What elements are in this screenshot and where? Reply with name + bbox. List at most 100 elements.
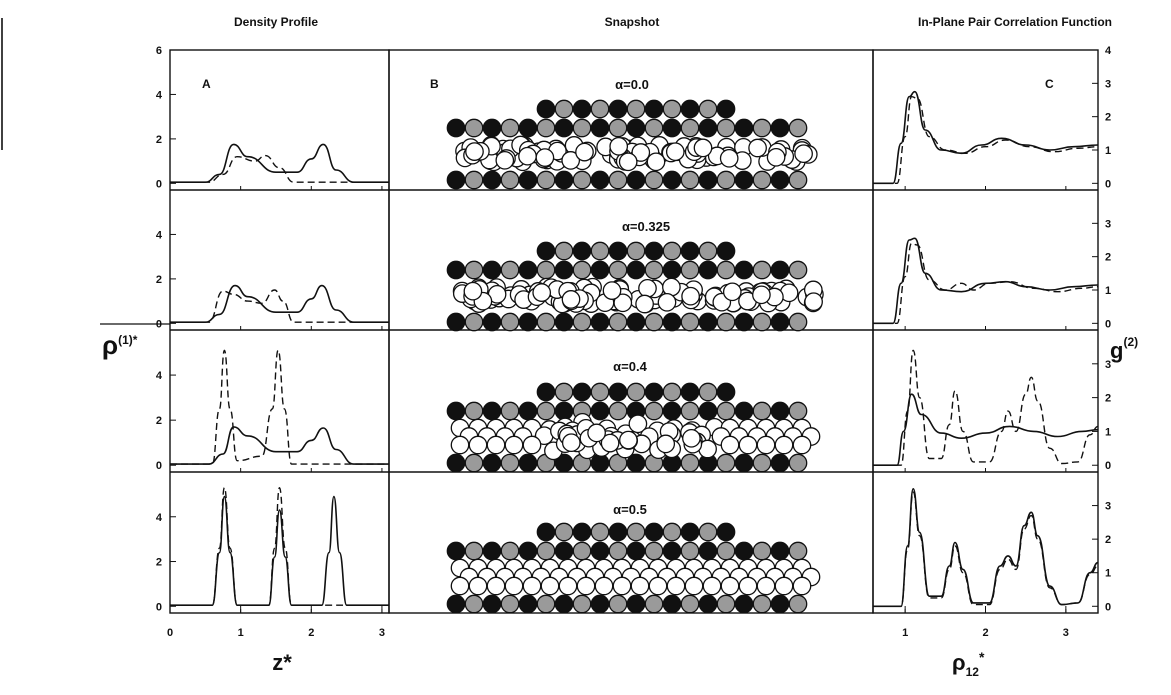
snapshot-row2-wall-atom xyxy=(482,312,502,332)
snapshot-row4-wall-atom xyxy=(716,541,736,561)
snapshot-row2-wall-atom xyxy=(518,260,538,280)
snapshot-row4-wall-atom xyxy=(554,594,574,614)
snapshot-row4-wall-atom xyxy=(572,541,592,561)
density-row4-dashed-curve xyxy=(170,486,389,606)
snapshot-row1-fluid-atom xyxy=(495,150,515,170)
snapshot-row4-wall-atom xyxy=(590,541,610,561)
snapshot-row4-wall-atom xyxy=(680,541,700,561)
gofr-row1-y-tick-label-4: 4 xyxy=(1105,45,1112,57)
density-row3-y-tick-label-2: 4 xyxy=(156,370,163,382)
snapshot-row3-wall-atom xyxy=(770,453,790,473)
right-x-axis-subscript: 12 xyxy=(966,665,980,679)
snapshot-row3-fluid-atom xyxy=(561,433,581,453)
snapshot-row3-wall-atom xyxy=(734,401,754,421)
snapshot-row1-wall-atom xyxy=(554,118,574,138)
gofr-row4-y-tick-label-0: 0 xyxy=(1105,601,1111,613)
snapshot-row2-fluid-atom xyxy=(752,285,771,305)
snapshot-row3-wall-atom xyxy=(554,401,574,421)
snapshot-row4-wall-atom xyxy=(446,541,466,561)
snapshot-row4-wall-atom xyxy=(608,594,628,614)
snapshot-row4-fluid-atom xyxy=(738,576,758,596)
snapshot-row2-step-atom xyxy=(590,241,610,261)
snapshot-row2-fluid-atom xyxy=(681,286,700,306)
density-row3-y-tick-label-1: 2 xyxy=(156,415,162,427)
snapshot-row1-step-atom xyxy=(572,99,592,119)
snapshot-row4-wall-atom xyxy=(572,594,592,614)
snapshot-row1-step-atom xyxy=(698,99,718,119)
snapshot-row3-wall-atom xyxy=(446,401,466,421)
snapshot-row4-fluid-atom xyxy=(648,576,668,596)
gofr-row2-y-tick-label-0: 0 xyxy=(1105,318,1111,330)
snapshot-row3-wall-atom xyxy=(716,401,736,421)
snapshot-row2-step-atom xyxy=(626,241,646,261)
snapshot-row3-step-atom xyxy=(608,382,628,402)
snapshot-row3-wall-atom xyxy=(464,401,484,421)
density-x-tick-label-3: 3 xyxy=(379,627,385,639)
snapshot-row4-fluid-atom xyxy=(702,576,722,596)
panel-letter-b: B xyxy=(430,77,439,91)
snapshot-row2-fluid-atom xyxy=(532,283,552,302)
gofr-row3-y-tick-label-1: 1 xyxy=(1105,426,1111,438)
snapshot-row2-wall-atom xyxy=(500,260,520,280)
gofr-row3-y-tick-label-0: 0 xyxy=(1105,460,1111,472)
snapshot-row3-step-atom xyxy=(590,382,610,402)
density-x-tick-label-1: 1 xyxy=(238,627,244,639)
snapshot-row3-step-atom xyxy=(536,382,556,402)
gofr-row3-y-tick-label-2: 2 xyxy=(1105,393,1111,405)
snapshot-row1-wall-atom xyxy=(536,170,556,190)
density-x-tick-label-2: 2 xyxy=(308,627,314,639)
snapshot-row1-fluid-atom xyxy=(693,138,713,158)
snapshot-row2-step-atom xyxy=(554,241,574,261)
gofr-x-tick-label-1: 2 xyxy=(982,627,988,639)
right-y-axis-label: g(2) xyxy=(1110,335,1138,363)
snapshot-row4-fluid-atom xyxy=(612,576,632,596)
snapshot-row1-wall-atom xyxy=(734,170,754,190)
panel-a-frame xyxy=(169,49,390,614)
snapshot-row2-wall-atom xyxy=(680,260,700,280)
snapshot-row1-wall-atom xyxy=(698,170,718,190)
snapshot-row1-wall-atom xyxy=(464,170,484,190)
alpha-label-row-4: α=0.5 xyxy=(613,502,647,517)
snapshot-row2-step-atom xyxy=(608,241,628,261)
snapshot-row4-step-atom xyxy=(644,522,664,542)
snapshot-row2-wall-atom xyxy=(536,312,556,332)
snapshot-row3-fluid-atom xyxy=(600,433,620,453)
snapshot-row3-step-atom xyxy=(644,382,664,402)
snapshot-row3-fluid-atom xyxy=(792,435,812,455)
curve-layer xyxy=(169,90,1099,608)
gofr-row3-dashed-curve xyxy=(872,349,1099,466)
density-row1-solid-curve xyxy=(169,143,389,184)
panel-letter-a: A xyxy=(202,77,211,91)
snapshot-row1-wall-atom xyxy=(752,170,772,190)
snapshot-row1-wall-atom xyxy=(500,118,520,138)
snapshot-row4-wall-atom xyxy=(464,594,484,614)
snapshot-row2-wall-atom xyxy=(572,312,592,332)
density-row1-y-tick-label-2: 4 xyxy=(156,89,163,101)
snapshot-row1-fluid-atom xyxy=(561,151,581,170)
snapshot-row2-wall-atom xyxy=(662,260,682,280)
snapshot-row2-wall-atom xyxy=(572,260,592,280)
snapshot-row2-wall-atom xyxy=(770,312,790,332)
snapshot-row2-fluid-atom xyxy=(804,292,823,312)
snapshot-row1-wall-atom xyxy=(734,118,754,138)
density-x-tick-label-0: 0 xyxy=(167,627,173,639)
snapshot-row3-wall-atom xyxy=(680,453,700,473)
snapshot-row2-wall-atom xyxy=(716,312,736,332)
snapshot-row4-wall-atom xyxy=(680,594,700,614)
gofr-row3-y-tick-label-3: 3 xyxy=(1105,359,1111,371)
snapshot-row3-fluid-atom xyxy=(756,435,776,455)
snapshot-row4-wall-atom xyxy=(536,541,556,561)
snapshot-row2-wall-atom xyxy=(554,260,574,280)
panel-letter-c: C xyxy=(1045,77,1054,91)
snapshot-row4-fluid-atom xyxy=(666,576,686,596)
snapshot-row1-wall-atom xyxy=(788,170,808,190)
snapshot-row4-wall-atom xyxy=(698,541,718,561)
snapshot-row3-step-atom xyxy=(716,382,736,402)
snapshot-row4-wall-atom xyxy=(770,541,790,561)
snapshot-row2-wall-atom xyxy=(698,312,718,332)
svg-text:ρ(1)*: ρ(1)* xyxy=(102,330,138,360)
snapshot-row3-step-atom xyxy=(554,382,574,402)
snapshot-row3-fluid-atom xyxy=(522,435,542,455)
snapshot-row2-step-atom xyxy=(698,241,718,261)
snapshot-row1-step-atom xyxy=(626,99,646,119)
